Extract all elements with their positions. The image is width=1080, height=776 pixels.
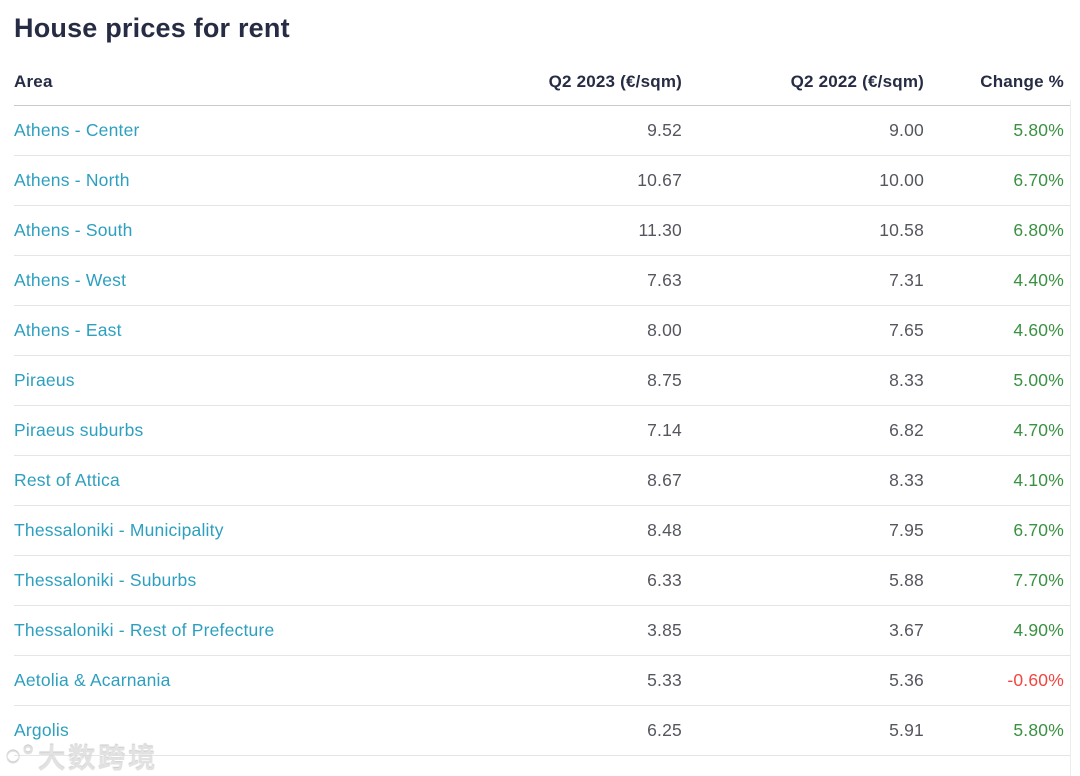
change-percent: 5.00% xyxy=(924,355,1070,406)
change-percent: -0.60% xyxy=(924,655,1070,706)
change-percent: 4.40% xyxy=(924,255,1070,306)
price-q2-2022: 6.82 xyxy=(682,405,924,456)
column-header-q2-2023: Q2 2023 (€/sqm) xyxy=(444,60,682,106)
table-row: Piraeus 8.75 8.33 5.00% xyxy=(14,355,1070,406)
table-row: Athens - North 10.67 10.00 6.70% xyxy=(14,155,1070,206)
price-q2-2023: 8.67 xyxy=(444,455,682,506)
price-q2-2022: 7.31 xyxy=(682,255,924,306)
change-percent: 5.80% xyxy=(924,105,1070,156)
table-row: Argolis 6.25 5.91 5.80% xyxy=(14,705,1070,756)
table-right-border xyxy=(1070,100,1071,776)
change-percent: 6.80% xyxy=(924,205,1070,256)
price-q2-2023: 6.25 xyxy=(444,705,682,756)
table-row: Rest of Attica 8.67 8.33 4.10% xyxy=(14,455,1070,506)
price-q2-2023: 11.30 xyxy=(444,205,682,256)
price-q2-2023: 6.33 xyxy=(444,555,682,606)
price-q2-2022: 10.00 xyxy=(682,155,924,206)
table-body: Athens - Center 9.52 9.00 5.80% Athens -… xyxy=(14,105,1070,756)
change-percent: 7.70% xyxy=(924,555,1070,606)
price-q2-2022: 5.88 xyxy=(682,555,924,606)
price-q2-2022: 7.65 xyxy=(682,305,924,356)
area-link[interactable]: Argolis xyxy=(14,719,69,740)
area-link[interactable]: Athens - West xyxy=(14,269,127,290)
price-q2-2023: 8.75 xyxy=(444,355,682,406)
table-row: Thessaloniki - Municipality 8.48 7.95 6.… xyxy=(14,505,1070,556)
table-row: Aetolia & Acarnania 5.33 5.36 -0.60% xyxy=(14,655,1070,706)
house-prices-table: Area Q2 2023 (€/sqm) Q2 2022 (€/sqm) Cha… xyxy=(14,60,1070,756)
area-link[interactable]: Piraeus suburbs xyxy=(14,419,144,440)
price-q2-2022: 9.00 xyxy=(682,105,924,156)
price-q2-2023: 9.52 xyxy=(444,105,682,156)
area-link[interactable]: Aetolia & Acarnania xyxy=(14,669,171,690)
change-percent: 5.80% xyxy=(924,705,1070,756)
price-q2-2023: 10.67 xyxy=(444,155,682,206)
change-percent: 4.10% xyxy=(924,455,1070,506)
table-row: Thessaloniki - Rest of Prefecture 3.85 3… xyxy=(14,605,1070,656)
area-link[interactable]: Thessaloniki - Rest of Prefecture xyxy=(14,619,275,640)
change-percent: 6.70% xyxy=(924,505,1070,556)
price-q2-2023: 5.33 xyxy=(444,655,682,706)
change-percent: 4.90% xyxy=(924,605,1070,656)
table-row: Thessaloniki - Suburbs 6.33 5.88 7.70% xyxy=(14,555,1070,606)
area-link[interactable]: Thessaloniki - Suburbs xyxy=(14,569,197,590)
table-row: Piraeus suburbs 7.14 6.82 4.70% xyxy=(14,405,1070,456)
price-q2-2023: 8.48 xyxy=(444,505,682,556)
table-header-row: Area Q2 2023 (€/sqm) Q2 2022 (€/sqm) Cha… xyxy=(14,60,1070,106)
change-percent: 4.70% xyxy=(924,405,1070,456)
price-q2-2022: 8.33 xyxy=(682,455,924,506)
area-link[interactable]: Athens - Center xyxy=(14,119,140,140)
table-row: Athens - East 8.00 7.65 4.60% xyxy=(14,305,1070,356)
column-header-area: Area xyxy=(14,60,444,106)
table-row: Athens - Center 9.52 9.00 5.80% xyxy=(14,105,1070,156)
area-link[interactable]: Athens - North xyxy=(14,169,130,190)
price-q2-2022: 3.67 xyxy=(682,605,924,656)
area-link[interactable]: Athens - East xyxy=(14,319,122,340)
price-q2-2023: 8.00 xyxy=(444,305,682,356)
area-link[interactable]: Thessaloniki - Municipality xyxy=(14,519,224,540)
price-q2-2023: 7.14 xyxy=(444,405,682,456)
change-percent: 4.60% xyxy=(924,305,1070,356)
area-link[interactable]: Piraeus xyxy=(14,369,75,390)
price-q2-2023: 3.85 xyxy=(444,605,682,656)
price-q2-2023: 7.63 xyxy=(444,255,682,306)
area-link[interactable]: Athens - South xyxy=(14,219,133,240)
table-row: Athens - South 11.30 10.58 6.80% xyxy=(14,205,1070,256)
price-q2-2022: 5.91 xyxy=(682,705,924,756)
change-percent: 6.70% xyxy=(924,155,1070,206)
table-row: Athens - West 7.63 7.31 4.40% xyxy=(14,255,1070,306)
price-q2-2022: 7.95 xyxy=(682,505,924,556)
column-header-change: Change % xyxy=(924,60,1070,106)
column-header-q2-2022: Q2 2022 (€/sqm) xyxy=(682,60,924,106)
area-link[interactable]: Rest of Attica xyxy=(14,469,120,490)
price-q2-2022: 10.58 xyxy=(682,205,924,256)
page-title: House prices for rent xyxy=(14,13,290,43)
price-q2-2022: 8.33 xyxy=(682,355,924,406)
price-q2-2022: 5.36 xyxy=(682,655,924,706)
